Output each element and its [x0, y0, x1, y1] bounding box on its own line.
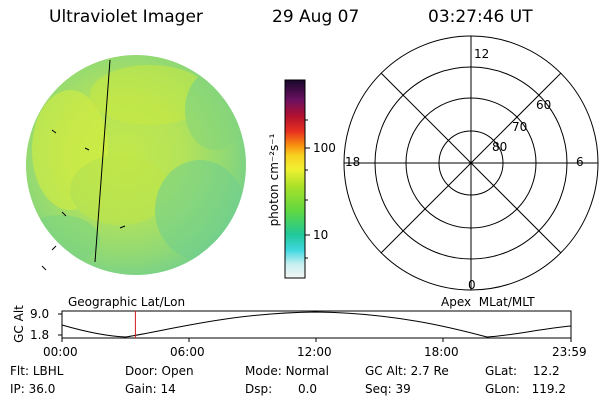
observation-time: 03:27:46 UT: [428, 7, 533, 27]
mlt-label-0: 0: [468, 278, 476, 292]
colorbar-unit-label: photon cm⁻²s⁻¹: [267, 133, 281, 227]
mlt-label-6: 6: [576, 155, 584, 169]
mlt-label-12: 12: [474, 47, 490, 61]
mlat-label-70: 70: [512, 120, 528, 134]
colorbar-tick-10: 10: [313, 228, 329, 242]
x-tick-0600: 06:00: [170, 345, 205, 359]
geographic-title: Geographic Lat/Lon: [68, 295, 186, 309]
color-scale-bar: [284, 79, 310, 279]
status-glat: GLat: 12.2: [485, 364, 560, 378]
x-tick-1200: 12:00: [297, 345, 332, 359]
status-seq: Seq: 39: [365, 382, 411, 396]
uv-earth-image: [26, 55, 246, 275]
polar-grid: [343, 35, 599, 291]
mlat-label-80: 80: [492, 140, 508, 154]
status-ip: IP: 36.0: [10, 382, 56, 396]
colorbar-tick-100: 100: [313, 141, 336, 155]
instrument-title: Ultraviolet Imager: [49, 7, 203, 27]
apex-title: Apex MLat/MLT: [441, 295, 535, 309]
observation-date: 29 Aug 07: [272, 7, 360, 27]
status-gain: Gain: 14: [125, 382, 176, 396]
mlat-label-60: 60: [536, 98, 552, 112]
gc-alt-axis-label: GC Alt: [12, 305, 26, 343]
status-gc-alt: GC Alt: 2.7 Re: [365, 364, 449, 378]
orbit-track-line: [94, 59, 111, 263]
x-tick-0000: 00:00: [43, 345, 78, 359]
y-tick-high: 9.0: [30, 307, 50, 321]
status-door: Door: Open: [125, 364, 194, 378]
y-tick-low: 1.8: [30, 328, 50, 342]
orbit-altitude-panel: [58, 310, 572, 342]
status-dsp: Dsp: 0.0: [245, 382, 318, 396]
mlt-label-18: 18: [345, 155, 361, 169]
status-filter: Flt: LBHL: [10, 364, 64, 378]
x-tick-2359: 23:59: [552, 345, 587, 359]
x-tick-1800: 18:00: [424, 345, 459, 359]
status-glon: GLon: 119.2: [485, 382, 566, 396]
status-mode: Mode: Normal: [245, 364, 329, 378]
